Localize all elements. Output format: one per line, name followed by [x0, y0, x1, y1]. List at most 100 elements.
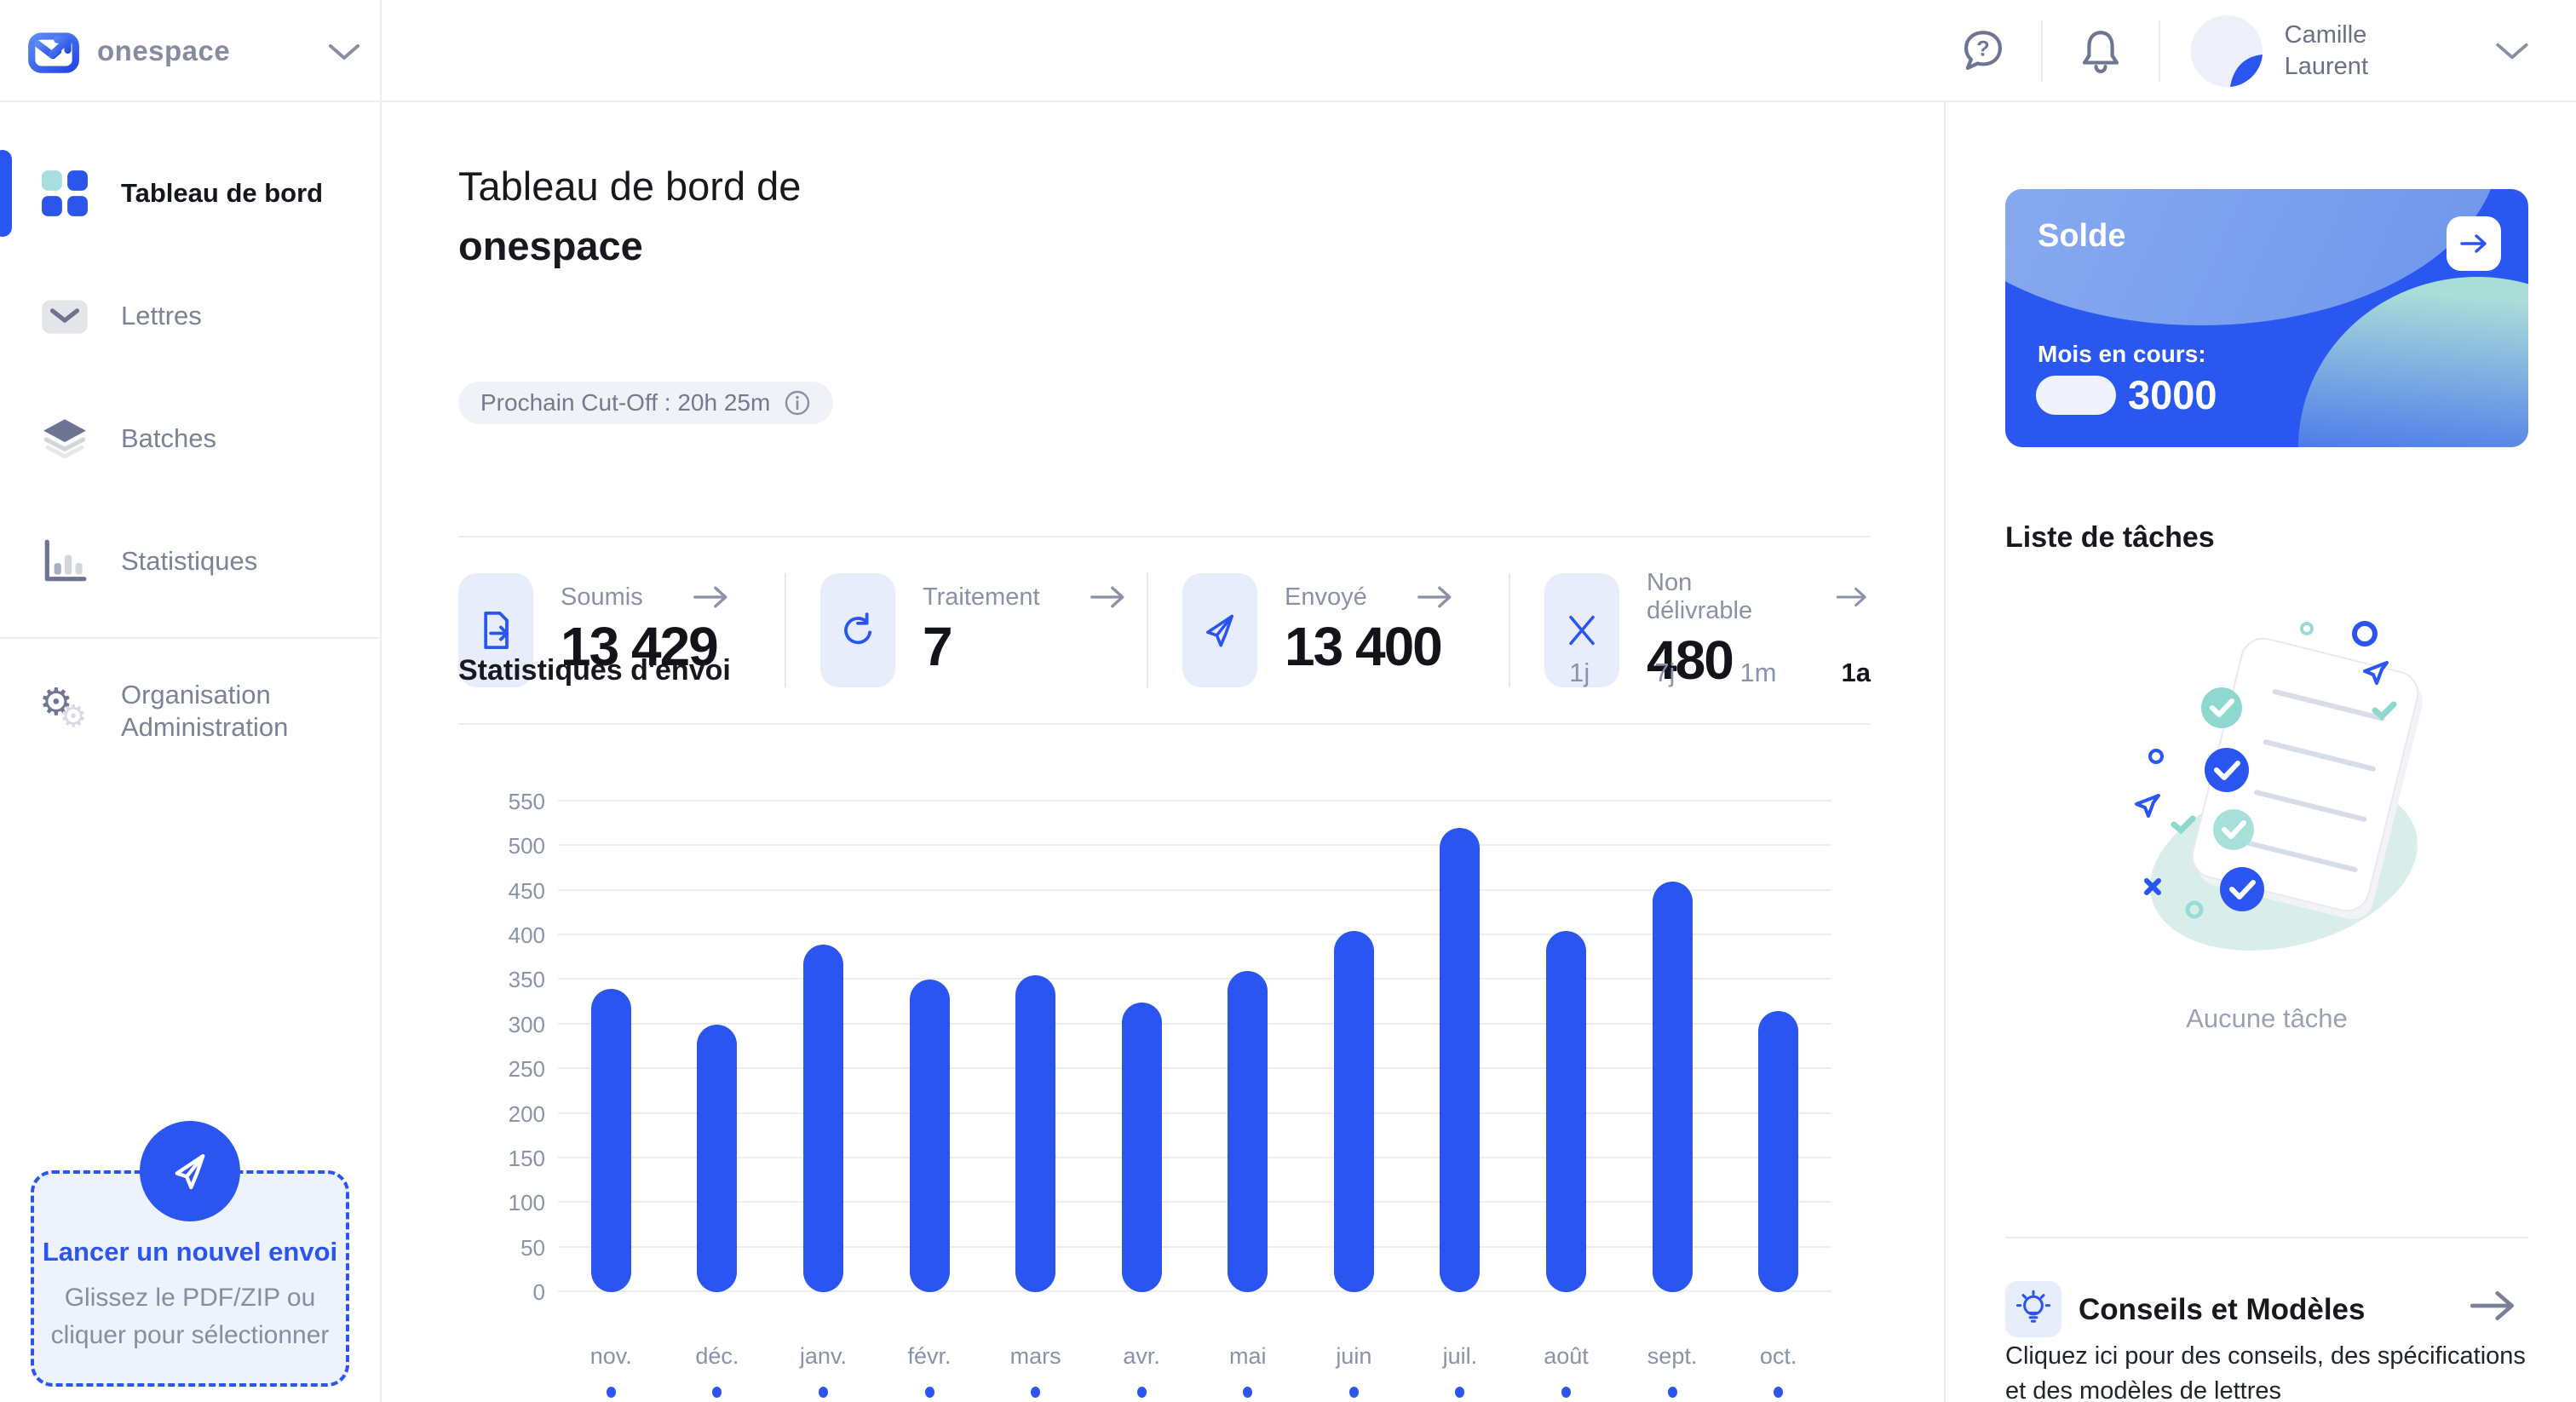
- range-1a[interactable]: 1a: [1841, 658, 1871, 687]
- x-tick-label: juil.: [1442, 1343, 1478, 1369]
- sidebar-item-organisation-administration[interactable]: ⚙ ⚙ Organisation Administration: [0, 664, 380, 758]
- bar-mai[interactable]: [1228, 970, 1268, 1292]
- arrow-right-icon[interactable]: [1088, 583, 1129, 611]
- arrow-right-icon[interactable]: [691, 583, 732, 611]
- svg-text:?: ?: [1976, 37, 1990, 60]
- x-category: nov.: [558, 1343, 664, 1398]
- stat-value: 480: [1647, 629, 1734, 691]
- bar-déc[interactable]: [697, 1024, 738, 1292]
- tasks-empty-text: Aucune tâche: [2186, 1003, 2348, 1033]
- sidebar-item-lettres[interactable]: Lettres: [0, 269, 380, 363]
- arrow-right-icon[interactable]: [2467, 1288, 2520, 1324]
- x-category-dot: [818, 1387, 828, 1398]
- user-menu[interactable]: Camille Laurent: [2190, 15, 2532, 87]
- arrow-right-icon[interactable]: [1834, 583, 1871, 611]
- y-tick-label: 400: [508, 922, 545, 949]
- stat-traitement[interactable]: Traitement 7: [820, 573, 1147, 687]
- x-tick-label: janv.: [799, 1343, 847, 1369]
- arrow-right-icon: [2460, 234, 2487, 253]
- stat-non-delivrable[interactable]: Non délivrable 480: [1544, 569, 1871, 692]
- chart-x-axis: nov. déc. janv. févr. mars avr. mai juin juil. ao…: [558, 1343, 1831, 1398]
- x-category: sept.: [1619, 1343, 1726, 1398]
- sidebar-item-label: Statistiques: [121, 546, 258, 576]
- bar-févr[interactable]: [909, 980, 950, 1292]
- arrow-right-icon[interactable]: [1415, 583, 1456, 611]
- x-category-dot: [1667, 1387, 1677, 1398]
- y-tick-label: 150: [508, 1145, 545, 1171]
- chevron-down-icon[interactable]: [325, 41, 363, 63]
- avatar: [2190, 15, 2263, 87]
- gridline: [558, 1022, 1831, 1025]
- gridline: [558, 1290, 1831, 1292]
- x-category: déc.: [664, 1343, 771, 1398]
- x-category-dot: [606, 1387, 616, 1398]
- stat-separator: [1509, 573, 1510, 687]
- cross-icon: [1544, 573, 1619, 687]
- bar-sept[interactable]: [1652, 882, 1693, 1292]
- range-1m[interactable]: 1m: [1739, 658, 1777, 687]
- y-tick-label: 550: [508, 789, 545, 814]
- bar-juin[interactable]: [1333, 930, 1374, 1292]
- x-category-dot: [712, 1387, 722, 1398]
- y-tick-label: 450: [508, 877, 545, 904]
- y-tick-label: 350: [508, 967, 545, 993]
- y-tick-label: 0: [532, 1279, 545, 1305]
- balance-arrow-button[interactable]: [2447, 216, 2501, 271]
- gridline: [558, 934, 1831, 936]
- tips-title[interactable]: Conseils et Modèles: [2079, 1293, 2366, 1326]
- envelope-icon: [37, 289, 92, 343]
- sidebar-item-batches[interactable]: Batches: [0, 392, 380, 486]
- x-tick-label: juin: [1336, 1343, 1372, 1369]
- right-panel: Solde Mois en cours: 3000 Liste de tâche…: [1944, 102, 2576, 1402]
- x-tick-label: mai: [1229, 1343, 1267, 1369]
- page-title: Tableau de bord de onespace: [458, 164, 802, 268]
- bar-avr[interactable]: [1121, 1002, 1162, 1292]
- x-category: févr.: [877, 1343, 983, 1398]
- y-tick-label: 300: [508, 1011, 545, 1037]
- divider: [2005, 1237, 2528, 1238]
- bar-nov[interactable]: [590, 988, 631, 1292]
- bar-janv[interactable]: [802, 944, 843, 1292]
- x-category: oct.: [1725, 1343, 1831, 1398]
- info-icon[interactable]: [784, 389, 811, 417]
- x-tick-label: août: [1544, 1343, 1589, 1369]
- document-submit-icon: [458, 573, 533, 687]
- notifications-button[interactable]: [2073, 24, 2128, 78]
- balance-row: 3000: [2036, 371, 2217, 418]
- bar-août[interactable]: [1546, 930, 1587, 1292]
- bar-juil[interactable]: [1440, 828, 1481, 1292]
- bar-chart-icon: [37, 534, 92, 589]
- sidebar-item-label: Organisation Administration: [121, 680, 289, 742]
- layers-icon: [37, 411, 92, 466]
- sidebar-item-statistiques[interactable]: Statistiques: [0, 514, 380, 608]
- range-7j[interactable]: 7j: [1654, 658, 1676, 687]
- x-category-dot: [1243, 1387, 1253, 1398]
- stats-row: Soumis 13 429: [458, 559, 1871, 702]
- lightbulb-icon: [2005, 1281, 2061, 1337]
- stat-separator: [1147, 573, 1148, 687]
- bar-mars[interactable]: [1015, 975, 1056, 1292]
- upload-subtitle: Glissez le PDF/ZIP ou cliquer pour sélec…: [50, 1284, 330, 1349]
- x-category: janv.: [770, 1343, 877, 1398]
- topbar-separator: [2040, 20, 2043, 82]
- x-category-dot: [924, 1387, 934, 1398]
- x-category: mai: [1194, 1343, 1301, 1398]
- help-button[interactable]: ?: [1956, 24, 2010, 78]
- balance-card[interactable]: Solde Mois en cours: 3000: [2005, 189, 2528, 447]
- cutoff-label: Prochain Cut-Off : 20h 25m: [480, 389, 771, 416]
- tips-description: Cliquez ici pour des conseils, des spéci…: [2005, 1342, 2526, 1402]
- topbar: onespace ?: [0, 0, 2576, 102]
- stat-soumis[interactable]: Soumis 13 429: [458, 573, 785, 687]
- range-1j[interactable]: 1j: [1569, 658, 1590, 687]
- sidebar-item-tableau-de-bord[interactable]: Tableau de bord: [0, 147, 380, 240]
- x-tick-label: déc.: [695, 1343, 739, 1369]
- stat-envoye[interactable]: Envoyé 13 400: [1182, 573, 1509, 687]
- x-category: août: [1513, 1343, 1619, 1398]
- brand-switcher[interactable]: onespace: [0, 0, 382, 102]
- balance-value: 3000: [2128, 372, 2217, 417]
- y-tick-label: 200: [508, 1100, 545, 1127]
- y-tick-label: 100: [508, 1190, 545, 1216]
- bar-oct[interactable]: [1758, 1011, 1799, 1292]
- x-category-dot: [1774, 1387, 1784, 1398]
- upload-dropzone[interactable]: Lancer un nouvel envoi Glissez le PDF/ZI…: [31, 1121, 349, 1387]
